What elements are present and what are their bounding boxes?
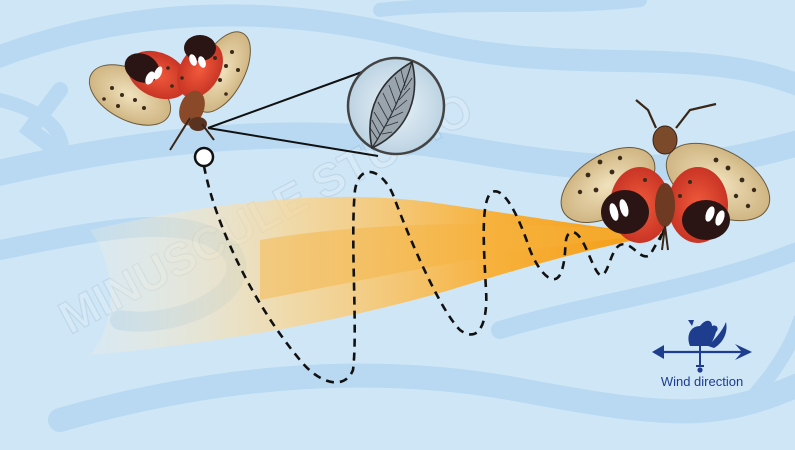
rooster-weathervane-icon bbox=[688, 320, 727, 367]
flight-start-point bbox=[193, 146, 215, 168]
spotted-lanternfly-arrived-icon bbox=[560, 99, 771, 251]
spotted-lanternfly-start-icon bbox=[88, 31, 251, 151]
flight-path bbox=[202, 165, 664, 384]
sensilla-magnifier-icon bbox=[346, 56, 446, 156]
wind-direction-label: Wind direction bbox=[660, 374, 744, 389]
odor-plume-inner bbox=[260, 224, 665, 300]
wind-vane bbox=[652, 320, 752, 373]
magnifier-lines bbox=[207, 71, 379, 157]
wind-direction-arrow-icon bbox=[652, 344, 752, 360]
odor-plume bbox=[90, 196, 665, 355]
